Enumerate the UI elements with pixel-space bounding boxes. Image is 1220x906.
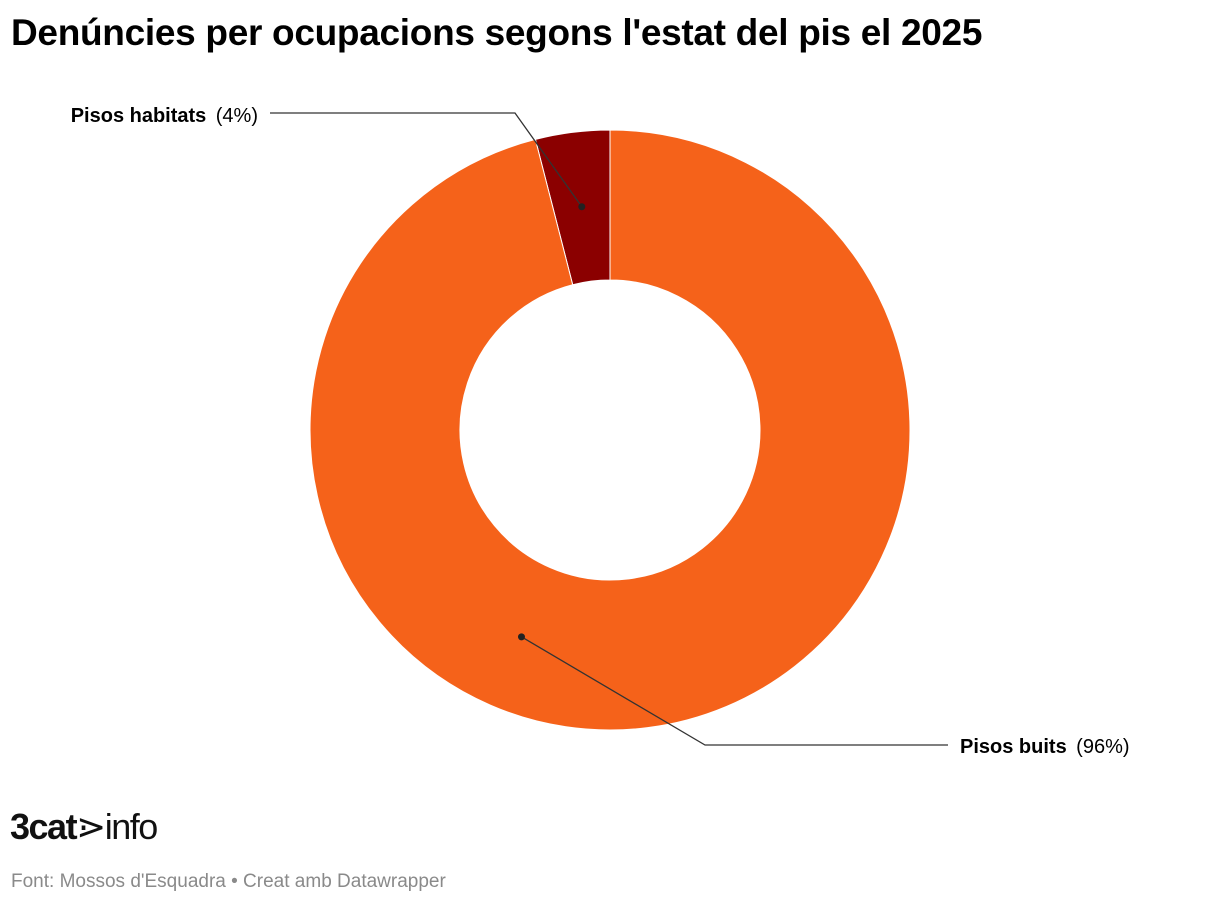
slices-group [309, 129, 911, 731]
leader-line-1 [521, 636, 948, 746]
slice-label-pisos-habitats: Pisos habitats (4%) [71, 105, 258, 127]
chart-title: Denúncies per ocupacions segons l'estat … [11, 12, 983, 53]
slice-label-value: (4%) [216, 105, 258, 127]
logo-mark: 3cat [10, 806, 78, 847]
slice-label-name: Pisos habitats [71, 105, 207, 127]
leader-lines [270, 112, 948, 746]
leader-dot-1 [517, 633, 525, 641]
slice-pisos-buits [309, 129, 911, 731]
slice-label-value: (96%) [1076, 736, 1129, 758]
leader-line-0 [270, 112, 583, 208]
logo-arrow-icon: ⋗ [76, 806, 106, 847]
source-note: Font: Mossos d'Esquadra • Creat amb Data… [11, 871, 446, 892]
leader-dot-0 [578, 203, 586, 211]
slice-label-name: Pisos buits [960, 736, 1067, 758]
logo-suffix: info [104, 806, 159, 847]
slice-label-pisos-buits: Pisos buits (96%) [960, 736, 1130, 758]
brand-logo: 3cat⋗info [10, 806, 159, 848]
